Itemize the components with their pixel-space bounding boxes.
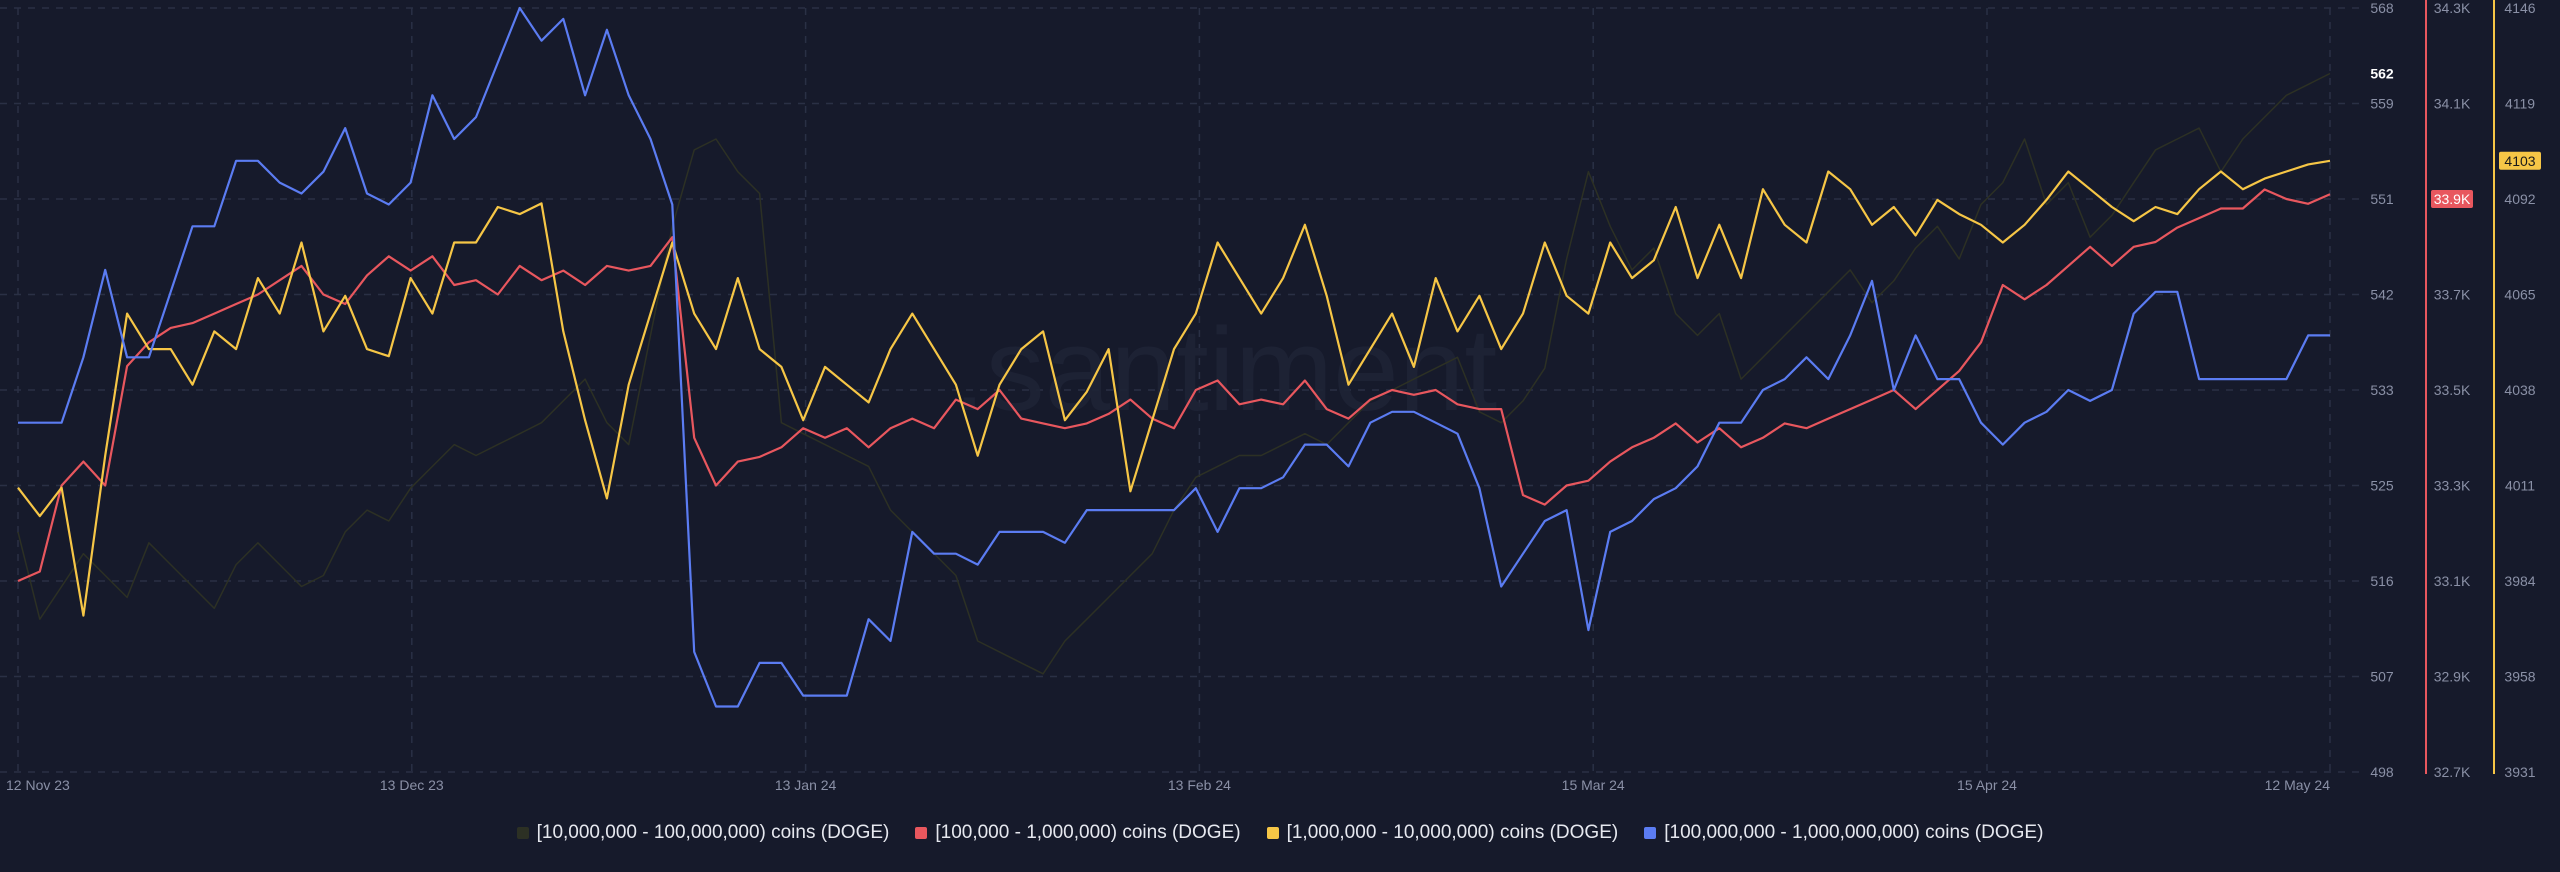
- legend-swatch: [915, 827, 928, 839]
- y-tick-label: 516: [2370, 573, 2394, 589]
- x-tick-label: 13 Jan 24: [775, 777, 837, 793]
- y-tick-label: 34.3K: [2434, 0, 2471, 16]
- x-tick-label: 13 Dec 23: [380, 777, 444, 793]
- x-tick-label: 15 Mar 24: [1562, 777, 1625, 793]
- y-tick-label: 33.7K: [2434, 287, 2471, 303]
- y-tick-label: 33.1K: [2434, 573, 2471, 589]
- y-tick-label: 3931: [2504, 764, 2535, 780]
- current-value-label: 33.9K: [2434, 191, 2471, 207]
- santiment-watermark: .santiment: [953, 304, 1497, 436]
- y-tick-label: 533: [2370, 382, 2394, 398]
- series-line: [17, 159, 2331, 617]
- y-tick-label: 4092: [2504, 191, 2535, 207]
- y-tick-label: 4119: [2505, 96, 2535, 112]
- y-tick-label: 3984: [2504, 573, 2535, 589]
- y-tick-label: 33.3K: [2434, 478, 2471, 494]
- y-tick-label: 32.9K: [2434, 669, 2471, 685]
- legend-label: [100,000 - 1,000,000) coins (DOGE): [935, 822, 1241, 843]
- y-tick-label: 507: [2370, 669, 2394, 685]
- y-tick-label: 4038: [2504, 382, 2535, 398]
- y-tick-label: 4065: [2504, 287, 2535, 303]
- legend-swatch: [1266, 827, 1279, 839]
- y-tick-label: 34.1K: [2434, 96, 2471, 112]
- legend-item[interactable]: [1,000,000 - 10,000,000) coins (DOGE): [1266, 822, 1619, 844]
- current-value-badge: [2499, 151, 2541, 170]
- y-tick-label: 32.7K: [2434, 764, 2471, 780]
- y-tick-label: 559: [2370, 96, 2394, 112]
- legend-item[interactable]: [10,000,000 - 100,000,000) coins (DOGE): [516, 822, 890, 844]
- legend-swatch: [516, 827, 529, 839]
- series-line: [18, 6, 2330, 708]
- legend-item[interactable]: [100,000,000 - 1,000,000,000) coins (DOG…: [1644, 822, 2043, 844]
- x-tick-label: 15 Apr 24: [1957, 777, 2017, 793]
- current-value-label: 562: [2370, 65, 2394, 81]
- y-tick-label: 33.5K: [2434, 382, 2471, 398]
- y-tick-label: 542: [2370, 287, 2394, 303]
- axes: 12 Nov 23 13 Dec 23 13 Jan 24 13 Feb 24 15 M…: [6, 0, 2541, 793]
- y-tick-label: 3958: [2504, 669, 2535, 685]
- legend-label: [100,000,000 - 1,000,000,000) coins (DOG…: [1664, 822, 2044, 843]
- x-tick-label: 12 Nov 23: [6, 777, 70, 793]
- current-value-badge: [2431, 190, 2473, 208]
- x-tick-label: 13 Feb 24: [1168, 777, 1231, 793]
- legend-item[interactable]: [100,000 - 1,000,000) coins (DOGE): [915, 822, 1241, 844]
- y-tick-label: 568: [2370, 0, 2394, 16]
- y-tick-label: 498: [2370, 764, 2394, 780]
- series-lines: [17, 6, 2331, 708]
- legend-label: [10,000,000 - 100,000,000) coins (DOGE): [536, 822, 890, 843]
- series-line: [17, 188, 2331, 583]
- x-tick-label: 12 May 24: [2265, 777, 2331, 793]
- y-tick-label: 551: [2370, 191, 2394, 207]
- legend-swatch: [1644, 827, 1657, 839]
- y-tick-label: 525: [2370, 478, 2394, 494]
- current-value-label: 4103: [2504, 153, 2535, 169]
- chart-legend: [10,000,000 - 100,000,000) coins (DOGE) […: [0, 818, 2560, 848]
- legend-label: [1,000,000 - 10,000,000) coins (DOGE): [1286, 822, 1619, 843]
- y-tick-label: 4146: [2504, 0, 2535, 16]
- y-tick-label: 4011: [2505, 478, 2535, 494]
